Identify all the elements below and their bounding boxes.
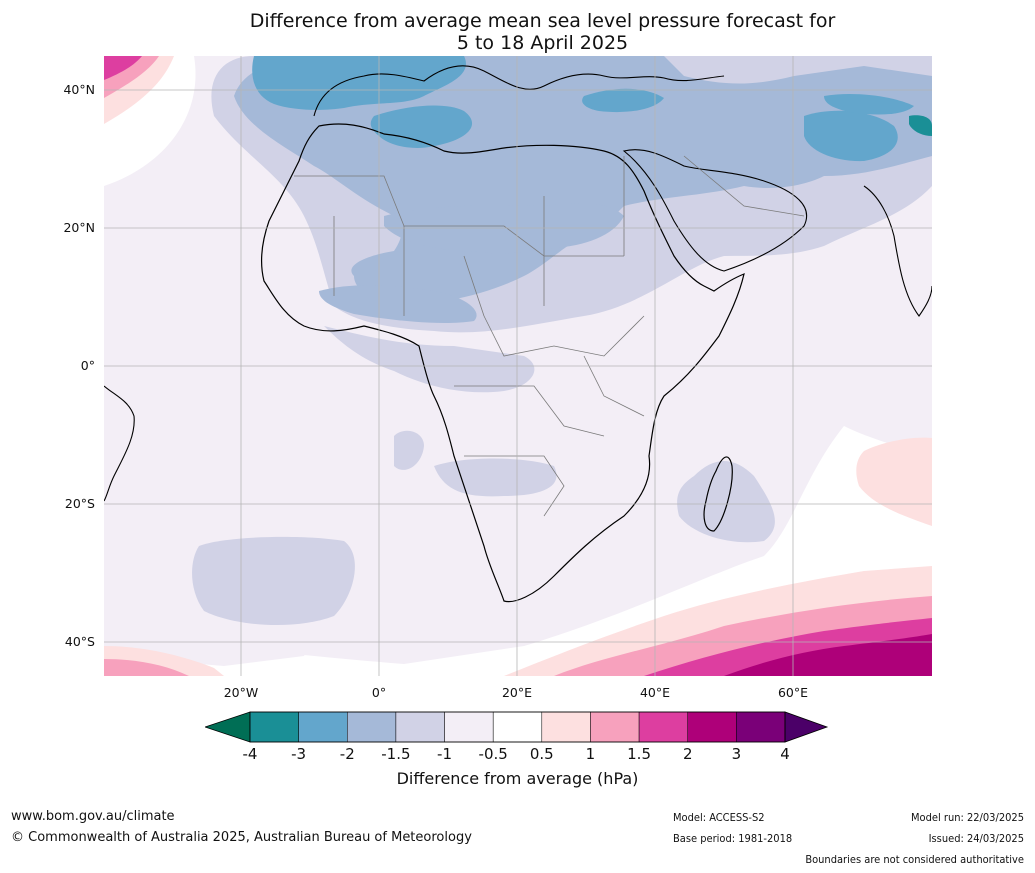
lat-label-20s: 20°S xyxy=(64,496,95,511)
anomaly-band-neg-1-north-east xyxy=(324,326,535,393)
madagascar-coastline xyxy=(703,456,733,532)
anomaly-band-neg-3-india xyxy=(909,115,932,136)
footer-disclaimer: Boundaries are not considered authoritat… xyxy=(805,853,1024,866)
lat-label-20n: 20°N xyxy=(63,220,95,235)
colorbar-cell xyxy=(444,711,494,743)
anomaly-band-neg-2-mediterranean xyxy=(252,56,466,110)
lon-label-20w: 20°W xyxy=(223,685,259,700)
footer-base-period: Base period: 1981-2018 xyxy=(673,832,793,845)
footer-copyright: © Commonwealth of Australia 2025, Austra… xyxy=(11,830,472,845)
india-coastline xyxy=(863,185,932,317)
lon-label-60e: 60°E xyxy=(777,685,809,700)
colorbar-tick-label: -0.5 xyxy=(478,745,508,763)
colorbar-tick-label: 1 xyxy=(585,745,596,763)
anomaly-band-neg-1-angola xyxy=(394,430,424,470)
footer-issued: Issued: 24/03/2025 xyxy=(928,832,1024,845)
anomaly-band-neg-2-iran xyxy=(804,110,898,162)
pressure-anomaly-map xyxy=(104,56,932,676)
anomaly-band-neg-1-madagascar xyxy=(677,461,775,543)
colorbar-tick-label: -3 xyxy=(291,745,307,763)
colorbar-extend-low xyxy=(205,711,251,743)
colorbar-cell xyxy=(298,711,348,743)
colorbar-tick-label: -4 xyxy=(242,745,258,763)
colorbar-cell xyxy=(249,711,299,743)
colorbar-tick-label: 0.5 xyxy=(529,745,554,763)
anomaly-band-neg-2-north-africa xyxy=(370,105,473,148)
colorbar-cell xyxy=(638,711,688,743)
colorbar-tick-label: -1.5 xyxy=(381,745,411,763)
footer-model: Model: ACCESS-S2 xyxy=(673,811,765,824)
lon-label-40e: 40°E xyxy=(639,685,671,700)
colorbar-tick-label: 4 xyxy=(780,745,790,763)
colorbar-label: Difference from average (hPa) xyxy=(396,769,639,788)
arabia-coastline xyxy=(622,149,807,272)
title-line-2: 5 to 18 April 2025 xyxy=(456,32,629,54)
colorbar-tick-label: 1.5 xyxy=(627,745,651,763)
colorbar-tick-label: 3 xyxy=(731,745,742,763)
colorbar xyxy=(205,711,829,743)
footer-model-run: Model run: 22/03/2025 xyxy=(911,811,1024,824)
map-canvas xyxy=(104,56,932,676)
anomaly-band-pos-1-5-northwest xyxy=(104,56,142,80)
lat-label-40s: 40°S xyxy=(64,634,95,649)
colorbar-cell xyxy=(541,711,591,743)
colorbar-cell xyxy=(590,711,640,743)
colorbar-cell xyxy=(736,711,786,743)
anomaly-band-neg-1-5-sahara xyxy=(384,203,624,254)
footer-url[interactable]: www.bom.gov.au/climate xyxy=(11,809,175,824)
south-america-coastline xyxy=(104,385,135,502)
colorbar-tick-label: -1 xyxy=(437,745,453,763)
anomaly-band-neg-2-middle-east xyxy=(582,88,664,113)
lon-label-0: 0° xyxy=(371,685,387,700)
graticule xyxy=(104,56,932,676)
colorbar-cell xyxy=(395,711,445,743)
colorbar-tick-label: -2 xyxy=(339,745,355,763)
lat-label-0: 0° xyxy=(80,358,95,373)
title-line-1: Difference from average mean sea level p… xyxy=(249,10,836,32)
lat-label-40n: 40°N xyxy=(63,82,95,97)
country-borders xyxy=(294,155,805,517)
colorbar-cell xyxy=(687,711,737,743)
colorbar-extend-high xyxy=(784,711,829,743)
anomaly-band-pos-2-southern xyxy=(724,634,932,676)
colorbar-tick-label: 2 xyxy=(682,745,693,763)
map-title: Difference from average mean sea level p… xyxy=(0,10,1035,54)
anomaly-band-neg-1-5-sahel xyxy=(319,285,477,324)
lon-label-20e: 20°E xyxy=(501,685,533,700)
africa-coastline xyxy=(260,123,745,603)
anomaly-band-neg-1-atlantic xyxy=(192,536,355,626)
colorbar-cell xyxy=(347,711,397,743)
anomaly-band-neg-2-pakistan xyxy=(824,94,914,115)
colorbar-cell xyxy=(492,711,543,743)
